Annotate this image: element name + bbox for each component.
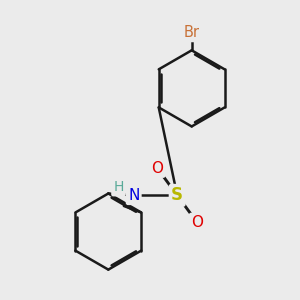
- Text: H: H: [113, 180, 124, 194]
- Text: Br: Br: [184, 25, 200, 40]
- Text: O: O: [151, 160, 163, 175]
- Text: O: O: [191, 215, 203, 230]
- Text: S: S: [171, 186, 183, 204]
- Text: N: N: [128, 188, 140, 203]
